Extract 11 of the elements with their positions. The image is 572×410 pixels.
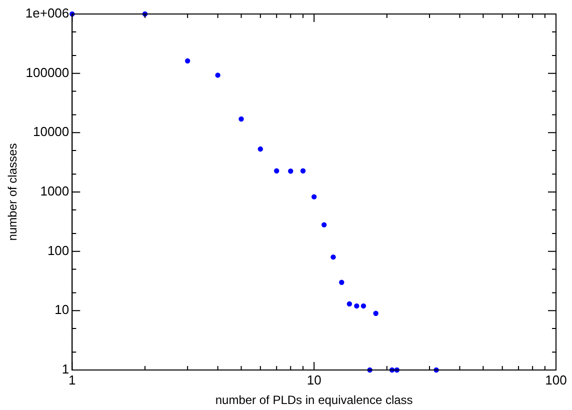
x-axis-title: number of PLDs in equivalence class <box>215 393 413 408</box>
y-tick-label: 1 <box>62 362 70 377</box>
y-tick-label: 100000 <box>26 64 70 80</box>
x-tick-label: 100 <box>545 372 567 388</box>
y-tick-label: 1000 <box>40 184 70 199</box>
x-tick-label: 10 <box>306 372 322 388</box>
y-axis-title: number of classes <box>6 143 20 241</box>
y-tick-label: 1e+006 <box>25 6 70 21</box>
y-tick-label: 10000 <box>32 124 70 140</box>
y-tick-label: 100 <box>47 242 70 258</box>
y-tick-label: 10 <box>54 302 70 318</box>
